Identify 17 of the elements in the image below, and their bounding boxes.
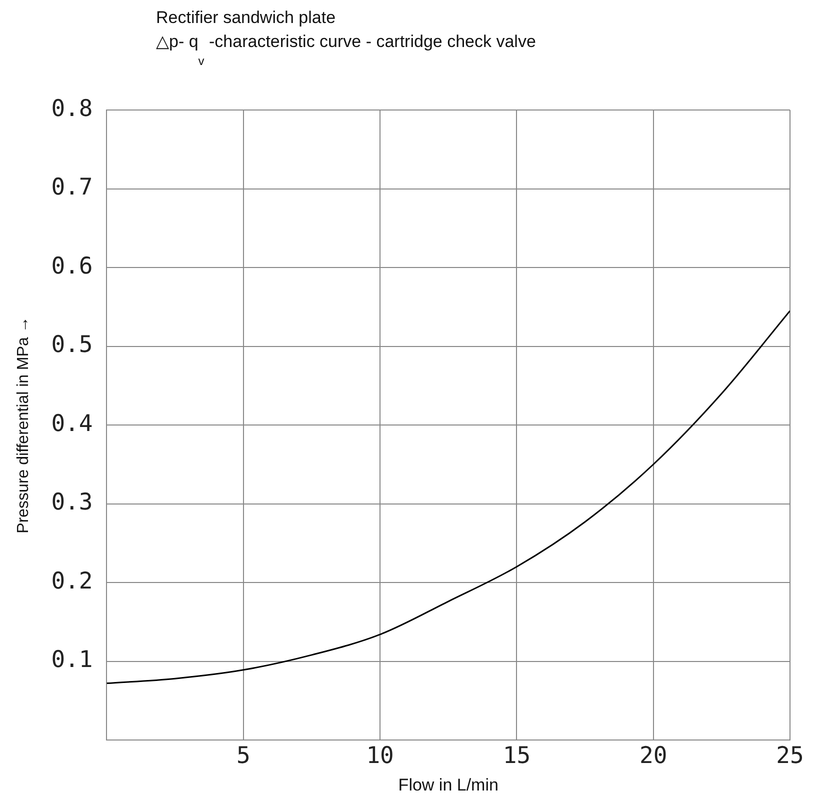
y-tick-label: 0.1	[51, 647, 93, 674]
y-tick-label: 0.2	[51, 568, 93, 594]
y-tick-label: 0.4	[51, 410, 93, 437]
y-tick-label: 0.7	[51, 174, 93, 201]
y-tick-label: 0.6	[51, 253, 93, 280]
line-series	[106, 310, 790, 684]
y-axis-title: Pressure differential in MPa →	[15, 316, 32, 534]
x-axis-title: Flow in L/min	[398, 775, 498, 794]
y-tick-label: 0.8	[51, 96, 93, 122]
x-tick-label: 25	[776, 742, 804, 769]
y-tick-label: 0.3	[51, 490, 93, 516]
y-tick-label: 0.5	[51, 332, 93, 358]
x-tick-label: 5	[236, 742, 250, 769]
x-tick-label: 10	[366, 742, 394, 769]
x-tick-label: 15	[502, 742, 531, 769]
chart-title: Rectifier sandwich plate	[156, 7, 337, 29]
x-tick-label: 20	[639, 742, 668, 769]
